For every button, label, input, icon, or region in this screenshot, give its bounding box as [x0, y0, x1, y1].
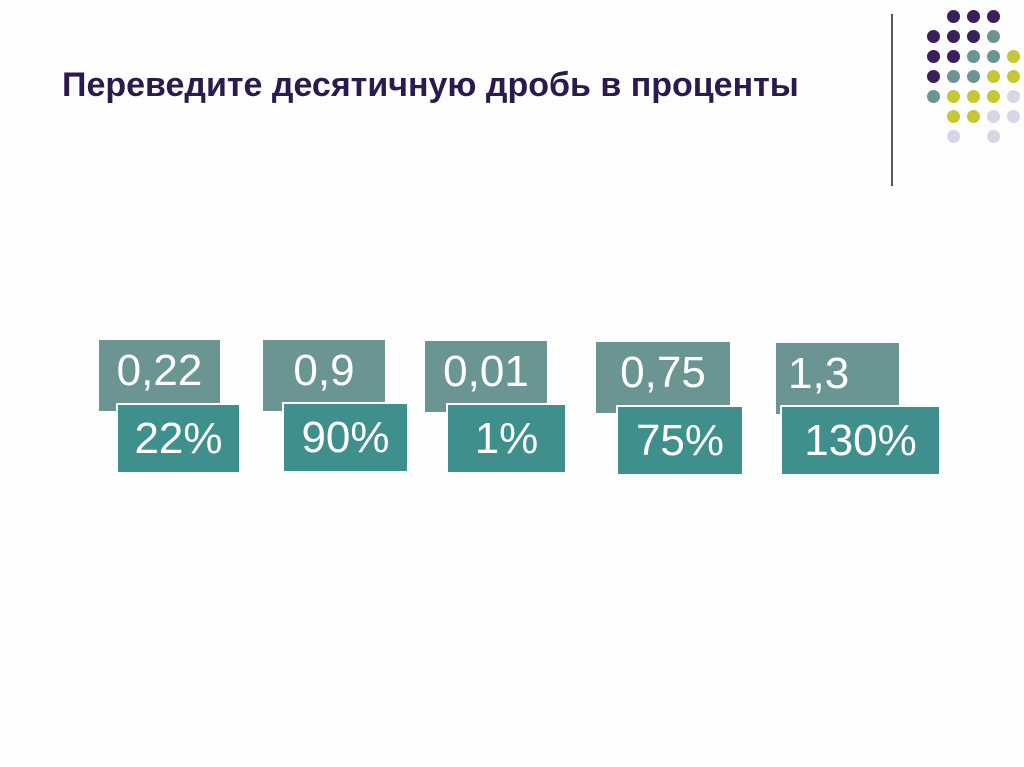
decimal-card-4: 0,75 — [596, 342, 730, 413]
percent-card-2: 90% — [282, 402, 409, 473]
decorative-dot — [967, 90, 980, 103]
percent-card-4: 75% — [616, 405, 744, 476]
decimal-card-2: 0,9 — [263, 340, 385, 411]
decorative-dot — [947, 50, 960, 63]
decorative-dot — [1007, 90, 1020, 103]
decorative-dot — [947, 10, 960, 23]
decorative-dot — [987, 10, 1000, 23]
decorative-dot — [987, 130, 1000, 143]
decorative-dot — [927, 30, 940, 43]
decorative-dot — [1007, 50, 1020, 63]
decimal-card-5: 1,3 — [776, 343, 899, 414]
decorative-dot — [967, 10, 980, 23]
decorative-dot — [987, 30, 1000, 43]
decorative-dot — [927, 50, 940, 63]
percent-card-5: 130% — [780, 405, 941, 476]
decorative-dot — [947, 110, 960, 123]
percent-card-3: 1% — [446, 403, 567, 474]
decorative-dot — [927, 70, 940, 83]
slide-title: Переведите десятичную дробь в проценты — [62, 66, 799, 104]
decorative-dot — [947, 130, 960, 143]
decorative-dot — [967, 110, 980, 123]
decimal-card-1: 0,22 — [99, 340, 220, 411]
decorative-dot — [987, 90, 1000, 103]
decorative-divider — [891, 14, 893, 186]
decorative-dot — [947, 30, 960, 43]
decorative-dot — [967, 50, 980, 63]
decorative-dot — [967, 70, 980, 83]
decorative-dot — [947, 90, 960, 103]
decorative-dot — [987, 110, 1000, 123]
decorative-dot-grid — [0, 0, 1024, 200]
percent-card-1: 22% — [116, 403, 241, 474]
decorative-dot — [967, 30, 980, 43]
decimal-card-3: 0,01 — [425, 341, 547, 412]
decorative-dot — [947, 70, 960, 83]
decorative-dot — [1007, 110, 1020, 123]
decorative-dot — [1007, 70, 1020, 83]
decorative-dot — [987, 50, 1000, 63]
decorative-dot — [987, 70, 1000, 83]
decorative-dot — [927, 90, 940, 103]
